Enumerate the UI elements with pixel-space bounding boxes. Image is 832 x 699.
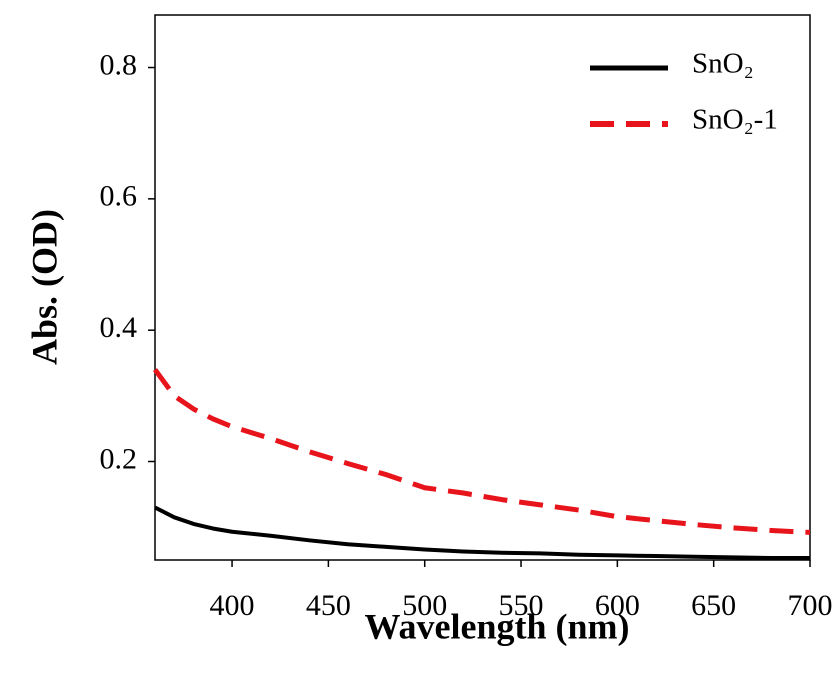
y-tick-label: 0.6 bbox=[100, 180, 138, 213]
x-tick-label: 550 bbox=[499, 589, 544, 622]
x-tick-label: 400 bbox=[210, 589, 255, 622]
plot-frame bbox=[154, 14, 811, 561]
legend-label: SnO₂ bbox=[692, 48, 754, 80]
x-tick-label: 600 bbox=[595, 589, 640, 622]
y-tick-label: 0.2 bbox=[100, 442, 138, 475]
y-tick-label: 0.4 bbox=[100, 311, 138, 344]
x-tick-label: 450 bbox=[306, 589, 351, 622]
legend-label: SnO₂-1 bbox=[692, 104, 778, 136]
x-tick-label: 650 bbox=[691, 589, 736, 622]
x-axis-title: Wavelength (nm) bbox=[365, 606, 630, 646]
x-tick-label: 700 bbox=[788, 589, 832, 622]
series-line bbox=[152, 368, 811, 535]
x-tick-label: 500 bbox=[402, 589, 447, 622]
y-axis-title: Abs. (OD) bbox=[24, 209, 64, 365]
series-line bbox=[154, 505, 810, 561]
y-tick-label: 0.8 bbox=[100, 48, 138, 81]
